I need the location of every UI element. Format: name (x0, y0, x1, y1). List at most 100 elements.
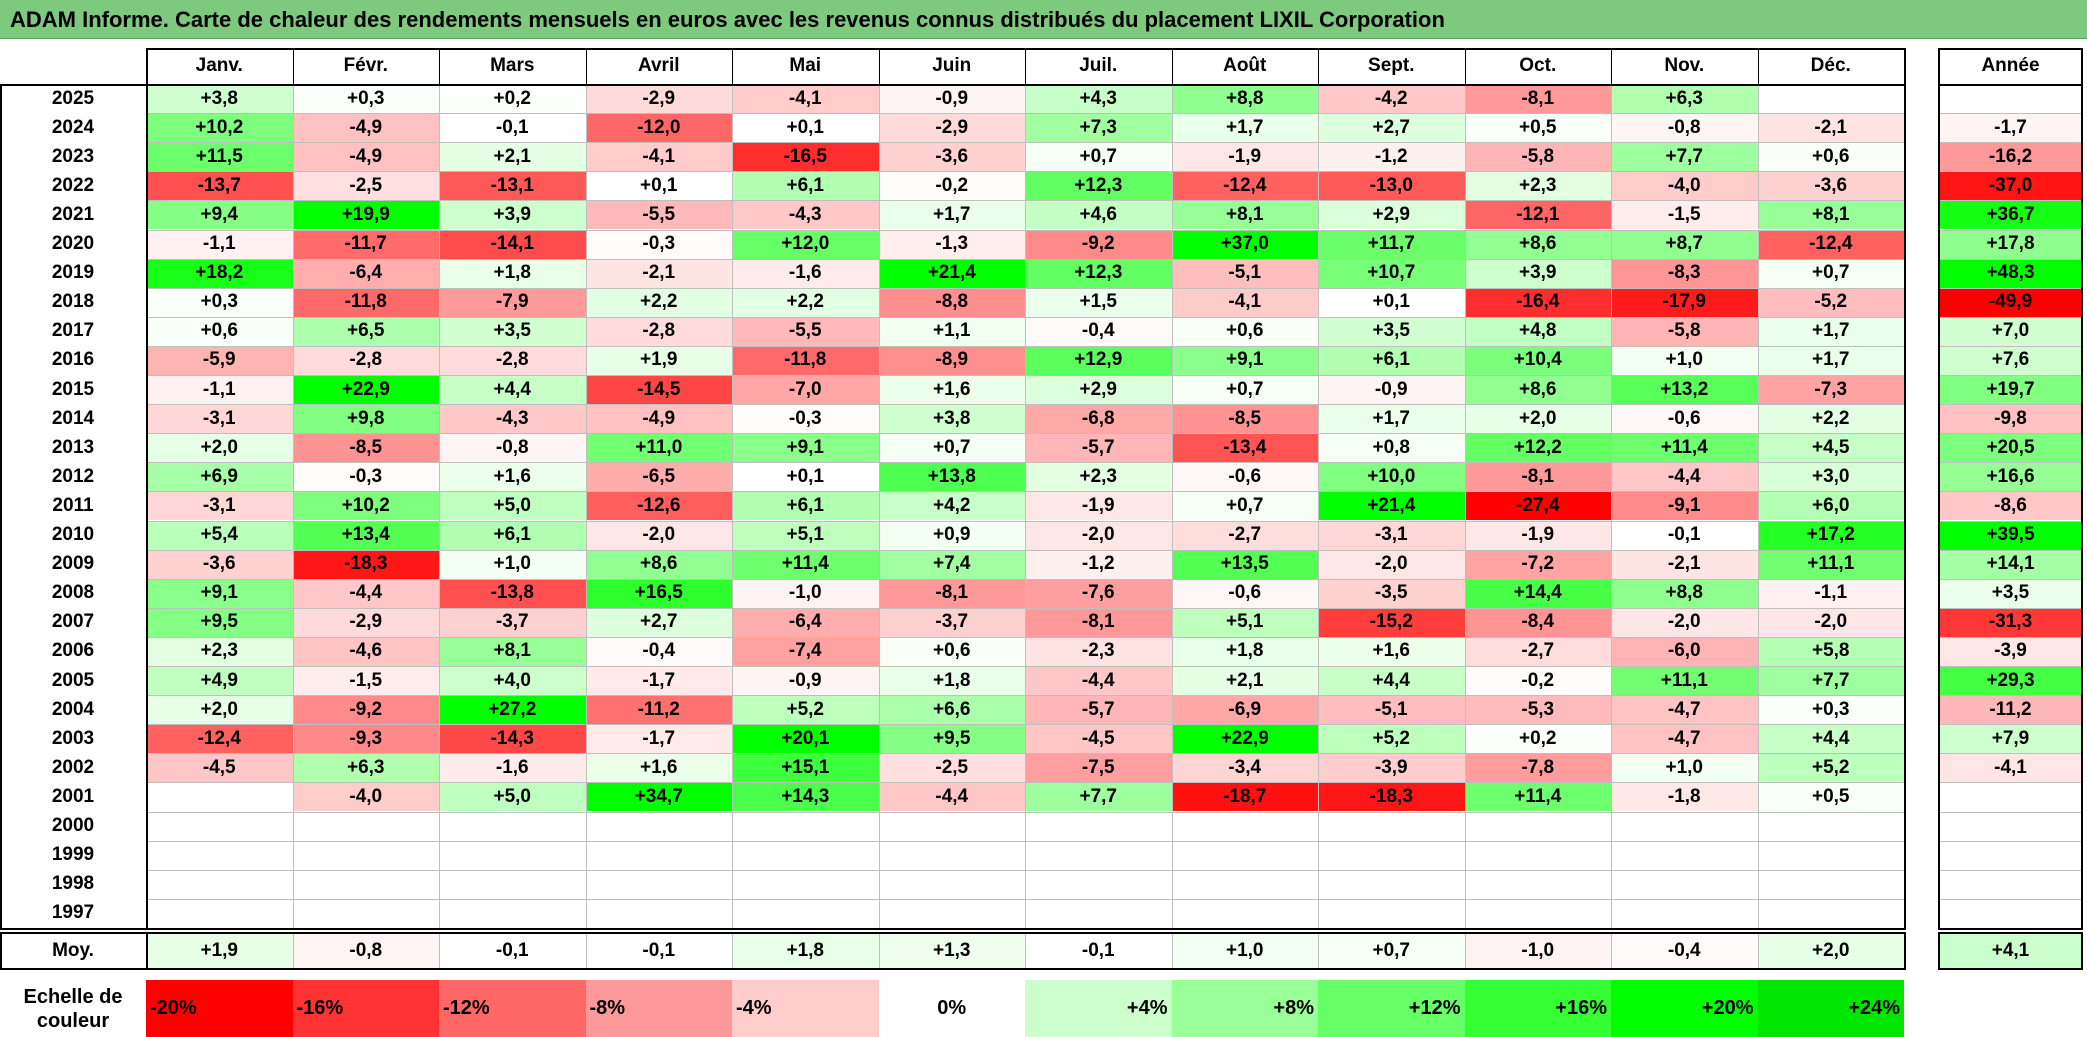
grid-line (146, 869, 1904, 871)
heatmap-cell: -7,3 (1757, 375, 1904, 405)
heatmap-cell: +0,1 (1318, 287, 1465, 317)
heatmap-cell: -11,8 (732, 345, 879, 375)
heatmap-cell (1171, 869, 1318, 899)
heatmap-cell (1171, 898, 1318, 928)
grid-line (732, 934, 733, 968)
heatmap-cell: -1,7 (585, 724, 732, 754)
heatmap-cell (732, 898, 879, 928)
heatmap-cell: -14,5 (585, 375, 732, 405)
heatmap-cell: +34,7 (585, 782, 732, 812)
grid-line (1464, 84, 1466, 928)
heatmap-cell: +6,1 (732, 171, 879, 201)
grid-line (1171, 48, 1173, 84)
heatmap-cell: -3,6 (146, 549, 293, 579)
heatmap-cell: +0,6 (878, 636, 1025, 666)
year-label: 1998 (0, 869, 146, 899)
heatmap-cell: +13,4 (292, 520, 439, 550)
heatmap-cell: +1,8 (878, 666, 1025, 696)
heatmap-cell: +9,4 (146, 200, 293, 230)
heatmap-cell: +2,7 (585, 607, 732, 637)
heatmap-cell (1318, 869, 1465, 899)
heatmap-cell (585, 811, 732, 841)
grid-line (1938, 287, 2083, 289)
heatmap-cell: -12,4 (146, 724, 293, 754)
annual-cell: +7,9 (1938, 724, 2083, 754)
heatmap-cell (292, 811, 439, 841)
heatmap-cell: +4,3 (1025, 84, 1172, 114)
heatmap-cell: +0,1 (732, 462, 879, 492)
scale-swatch: +8% (1171, 980, 1318, 1037)
grid-line (1938, 753, 2083, 755)
heatmap-cell: +27,2 (439, 695, 586, 725)
scale-swatch: +12% (1318, 980, 1465, 1037)
heatmap-cell: -0,3 (585, 229, 732, 259)
heatmap-cell: -0,3 (732, 404, 879, 434)
heatmap-cell (292, 869, 439, 899)
heatmap-cell (439, 811, 586, 841)
grid-line (1938, 811, 2083, 813)
heatmap-cell: +0,7 (1171, 491, 1318, 521)
grid-line (1318, 48, 1319, 84)
heatmap-cell: -7,6 (1025, 578, 1172, 608)
year-label: 1999 (0, 840, 146, 870)
grid-line (292, 48, 294, 84)
annual-cell: -11,2 (1938, 695, 2083, 725)
scale-swatch: -8% (585, 980, 732, 1037)
heatmap-cell: -7,8 (1464, 753, 1611, 783)
heatmap-cell: +5,0 (439, 491, 586, 521)
heatmap-cell: +3,5 (439, 316, 586, 346)
year-label: 2024 (0, 113, 146, 143)
grid-line (146, 520, 1904, 522)
grid-line (1904, 932, 1906, 970)
year-label: 2020 (0, 229, 146, 259)
heatmap-cell: +0,5 (1757, 782, 1904, 812)
heatmap-cell: +0,3 (292, 84, 439, 114)
grid-line (1938, 782, 2083, 784)
heatmap-cell: +5,2 (1318, 724, 1465, 754)
annual-cell: +29,3 (1938, 666, 2083, 696)
annual-cell (1938, 811, 2083, 841)
heatmap-cell (1611, 840, 1758, 870)
heatmap-cell: -7,0 (732, 375, 879, 405)
heatmap-cell (1611, 869, 1758, 899)
month-header: Juil. (1025, 48, 1172, 84)
grid-line (0, 927, 1906, 930)
grid-line (1611, 84, 1612, 928)
year-label: 2008 (0, 578, 146, 608)
heatmap-cell: -11,8 (292, 287, 439, 317)
heatmap-cell: +2,3 (1025, 462, 1172, 492)
grid-line (146, 549, 1904, 551)
grid-line (146, 404, 1904, 406)
grid-line (146, 171, 1904, 173)
heatmap-cell: -2,8 (585, 316, 732, 346)
heatmap-cell: +15,1 (732, 753, 879, 783)
heatmap-cell (878, 840, 1025, 870)
heatmap-cell: -12,1 (1464, 200, 1611, 230)
grid-line (146, 724, 1904, 726)
grid-line (1757, 934, 1759, 968)
heatmap-cell: +7,4 (878, 549, 1025, 579)
average-cell: +1,9 (146, 934, 293, 968)
heatmap-cell: +3,8 (146, 84, 293, 114)
grid-line (146, 345, 1904, 347)
heatmap-cell: +8,6 (585, 549, 732, 579)
grid-line (146, 258, 1904, 260)
heatmap-cell (878, 811, 1025, 841)
grid-line (1938, 404, 2083, 406)
grid-line (146, 607, 1904, 609)
grid-line (1938, 607, 2083, 609)
heatmap-cell: +8,7 (1611, 229, 1758, 259)
year-label: 2006 (0, 636, 146, 666)
heatmap-cell (1318, 840, 1465, 870)
month-header: Déc. (1757, 48, 1904, 84)
heatmap-cell: -1,9 (1464, 520, 1611, 550)
grid-line (585, 48, 587, 84)
heatmap-cell: -2,9 (292, 607, 439, 637)
heatmap-cell (732, 811, 879, 841)
heatmap-cell: -9,2 (292, 695, 439, 725)
heatmap-cell: +4,9 (146, 666, 293, 696)
heatmap-cell: +6,3 (1611, 84, 1758, 114)
grid-line (878, 48, 880, 84)
heatmap-cell: +0,2 (1464, 724, 1611, 754)
heatmap-cell (1464, 811, 1611, 841)
